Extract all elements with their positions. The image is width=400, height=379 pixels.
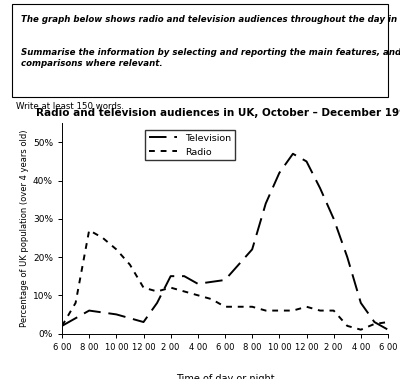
Radio <box>141 285 146 290</box>
Television <box>263 201 268 206</box>
FancyBboxPatch shape <box>12 4 388 97</box>
Radio <box>236 304 241 309</box>
Radio <box>304 304 309 309</box>
Radio <box>372 322 377 326</box>
Television <box>304 159 309 164</box>
Text: The graph below shows radio and television audiences throughout the day in 1992.: The graph below shows radio and televisi… <box>22 15 400 24</box>
Television <box>155 301 160 305</box>
Television <box>196 282 200 286</box>
Radio <box>60 324 64 328</box>
Y-axis label: Percentage of UK population (over 4 years old): Percentage of UK population (over 4 year… <box>20 130 29 327</box>
Radio <box>128 262 132 267</box>
Radio <box>100 236 105 240</box>
Radio <box>73 301 78 305</box>
Line: Radio: Radio <box>62 230 388 330</box>
Television <box>236 262 241 267</box>
Television <box>87 308 92 313</box>
Radio <box>358 327 363 332</box>
Television <box>60 324 64 328</box>
Television <box>114 312 119 317</box>
Radio <box>114 247 119 252</box>
Television <box>141 320 146 324</box>
Radio <box>263 308 268 313</box>
Television <box>182 274 187 279</box>
Radio <box>250 304 254 309</box>
Television <box>128 316 132 321</box>
Radio <box>331 308 336 313</box>
Radio <box>290 308 295 313</box>
X-axis label: Time of day or night: Time of day or night <box>176 374 274 379</box>
Television <box>290 152 295 156</box>
Title: Radio and television audiences in UK, October – December 1992: Radio and television audiences in UK, Oc… <box>36 108 400 118</box>
Television <box>222 278 227 282</box>
Television <box>345 255 350 259</box>
Television <box>209 280 214 284</box>
Radio <box>209 297 214 301</box>
Television <box>168 274 173 279</box>
Television <box>386 327 390 332</box>
Radio <box>182 289 187 294</box>
Television <box>331 216 336 221</box>
Radio <box>318 308 322 313</box>
Text: Write at least 150 words.: Write at least 150 words. <box>16 102 124 111</box>
Television <box>100 310 105 315</box>
Radio <box>386 320 390 324</box>
Radio <box>345 324 350 328</box>
Television <box>277 171 282 175</box>
Television <box>318 186 322 191</box>
Television <box>358 301 363 305</box>
Radio <box>222 304 227 309</box>
Radio <box>87 228 92 233</box>
Radio <box>277 308 282 313</box>
Radio <box>155 289 160 294</box>
Television <box>73 316 78 321</box>
Text: Summarise the information by selecting and reporting the main features, and make: Summarise the information by selecting a… <box>22 49 400 68</box>
Television <box>372 320 377 324</box>
Radio <box>196 293 200 298</box>
Legend: Television, Radio: Television, Radio <box>145 130 234 160</box>
Television <box>250 247 254 252</box>
Line: Television: Television <box>62 154 388 330</box>
Radio <box>168 285 173 290</box>
